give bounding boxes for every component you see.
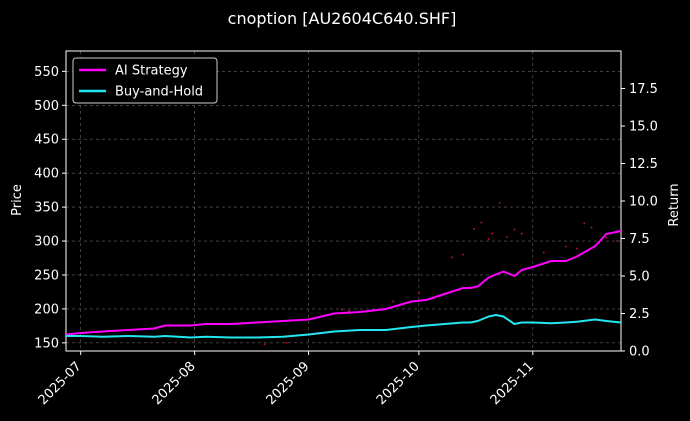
scatter-point	[392, 300, 395, 303]
scatter-point	[520, 232, 523, 235]
scatter-point	[348, 310, 350, 312]
scatter-point	[417, 292, 420, 295]
y-right-tick-label: 0.0	[629, 345, 650, 360]
scatter-point	[542, 251, 545, 254]
scatter-point	[263, 343, 266, 346]
y-left-tick-label: 400	[34, 167, 59, 182]
scatter-point	[451, 256, 453, 259]
scatter-point	[487, 238, 490, 240]
y-right-tick-label: 7.5	[629, 232, 650, 247]
scatter-point	[462, 253, 464, 256]
scatter-point	[583, 222, 586, 225]
scatter-point	[506, 236, 508, 238]
scatter-point	[564, 245, 567, 248]
scatter-point	[605, 236, 608, 239]
legend-label: Buy-and-Hold	[115, 85, 203, 100]
scatter-point	[498, 202, 501, 204]
series-line-ai-strategy	[65, 230, 622, 336]
series-line-buy-and-hold	[66, 314, 622, 339]
y-right-tick-label: 5.0	[629, 270, 650, 285]
y-left-tick-label: 250	[34, 268, 59, 283]
chart-title: cnoption [AU2604C640.SHF]	[228, 9, 457, 28]
y-left-tick-label: 550	[34, 65, 59, 80]
y-right-tick-label: 17.5	[629, 82, 658, 97]
y-right-tick-label: 15.0	[629, 120, 658, 135]
scatter-point	[590, 226, 593, 229]
scatter-point	[616, 240, 619, 242]
series-layer	[65, 230, 622, 339]
scatter-point	[480, 221, 483, 224]
scatter-point	[285, 341, 288, 344]
y-left-tick-label: 300	[34, 235, 59, 250]
y-left-tick-label: 200	[34, 302, 59, 317]
y-axis-left-label: Price	[10, 184, 25, 216]
scatter-point	[340, 308, 343, 311]
y-left-tick-label: 350	[34, 201, 59, 216]
y-right-tick-label: 2.5	[629, 307, 650, 322]
scatter-point	[513, 228, 516, 231]
y-left-tick-label: 150	[34, 336, 59, 351]
legend: AI Strategy Buy-and-Hold	[72, 57, 218, 104]
scatter-point	[575, 247, 578, 250]
legend-label: AI Strategy	[115, 64, 188, 79]
scatter-point	[491, 232, 494, 235]
y-right-tick-label: 10.0	[629, 195, 658, 210]
y-left-tick-label: 500	[34, 99, 59, 114]
y-right-tick-label: 12.5	[629, 157, 658, 172]
legend-box	[72, 57, 218, 104]
y-axis-right-label: Return	[667, 183, 682, 226]
scatter-point	[473, 227, 475, 230]
y-left-tick-label: 450	[34, 133, 59, 148]
scatter-layer	[263, 202, 619, 346]
